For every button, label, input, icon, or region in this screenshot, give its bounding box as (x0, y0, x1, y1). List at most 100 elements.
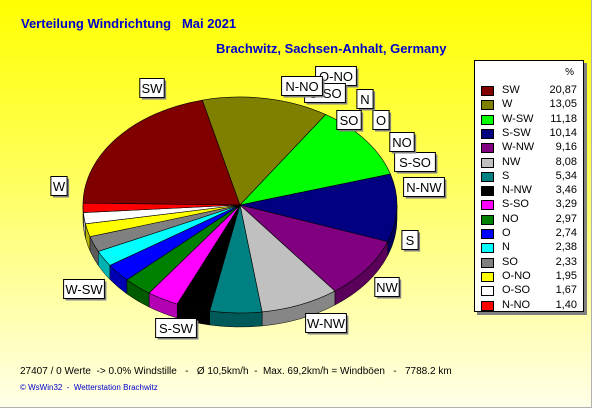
pie-label-s-so: S-SO (394, 152, 438, 174)
legend-value: 1,67 (555, 284, 577, 297)
svg-text:N-NW: N-NW (406, 180, 442, 195)
legend-value: 13,05 (549, 98, 577, 111)
legend-swatch (481, 243, 494, 254)
legend-value: 2,38 (555, 241, 577, 254)
legend-swatch (481, 214, 494, 225)
pie-slice-sw (82, 99, 241, 206)
legend-value: 10,14 (549, 126, 577, 139)
legend-value: 3,46 (555, 184, 577, 197)
pie-label-w: W (50, 176, 70, 198)
pie-label-w-sw: W-SW (63, 279, 107, 301)
legend-value: 11,18 (550, 112, 577, 125)
legend-item-nw: NW 8,08 (481, 156, 581, 170)
legend-value: 3,29 (555, 198, 577, 211)
svg-text:S-SW: S-SW (159, 321, 194, 336)
svg-text:W: W (53, 179, 66, 194)
legend-label: S-SW (502, 126, 531, 139)
pie-label-sw: SW (139, 78, 167, 100)
legend-label: N (502, 241, 510, 254)
svg-text:SO: SO (340, 113, 359, 128)
legend-value: 9,16 (555, 141, 577, 154)
legend-value: 20,87 (549, 84, 577, 96)
pie-slice-w-nw (239, 204, 389, 292)
legend-swatch (481, 157, 494, 168)
chart-title: Verteilung Windrichtung Mai 2021 (21, 16, 237, 31)
legend-swatch (481, 100, 494, 111)
legend-swatch (481, 257, 494, 268)
pie-label-o-no: O-NO (315, 66, 359, 88)
pie-slice-s-sw (239, 173, 398, 243)
pie-label-n-no: N-NO (281, 76, 325, 98)
pie-side-walls (82, 204, 398, 328)
legend-value: 2,33 (555, 255, 577, 268)
svg-text:SW: SW (142, 81, 164, 96)
legend-swatch (481, 200, 494, 211)
chart-subtitle: Brachwitz, Sachsen-Anhalt, Germany (216, 41, 447, 56)
legend-item-o-so: O-SO 1,67 (481, 284, 581, 298)
pie-label-n-nw: N-NW (403, 177, 447, 199)
svg-text:N: N (360, 92, 369, 107)
legend-item-w: W 13,05 (481, 98, 581, 112)
legend-label: N-NO (502, 298, 531, 311)
legend-item-n-nw: N-NW 3,46 (481, 184, 581, 198)
pie-slice-w (201, 96, 327, 206)
legend-label: O-NO (502, 269, 531, 282)
legend-label: S-SO (502, 198, 529, 211)
legend-label: NO (502, 212, 519, 225)
pie-label-nw: NW (374, 277, 402, 299)
legend-item-so: SO 2,33 (481, 256, 581, 270)
legend-label: W-SW (502, 112, 534, 125)
svg-text:O: O (376, 113, 386, 128)
footer-credit: © WsWin32 - Wetterstation Brachwitz (20, 383, 158, 392)
legend-label: O-SO (502, 284, 531, 297)
svg-text:NW: NW (376, 280, 398, 295)
legend-item-sw: SW 20,87 (481, 84, 581, 98)
pie-label-s-sw: S-SW (155, 318, 199, 340)
svg-text:W-SW: W-SW (65, 282, 103, 297)
legend-label: W-NW (502, 141, 535, 154)
pie-label-n: N (356, 89, 376, 111)
legend-item-n: N 2,38 (481, 241, 581, 255)
svg-text:S: S (406, 233, 415, 248)
svg-text:W-NW: W-NW (307, 316, 346, 331)
legend-label: N-NW (502, 184, 532, 197)
pie-slice-w-sw (239, 114, 391, 206)
legend-item-s-sw: S-SW 10,14 (481, 127, 581, 141)
legend: % SW 20,87 W 13,05 W-SW 11,18 S-SW 10,14 W-NW 9,1… (474, 60, 584, 312)
legend-swatch (481, 286, 494, 297)
footer-stats: 27407 / 0 Werte -> 0.0% Windstille - Ø 1… (20, 366, 452, 377)
legend-swatch (481, 300, 494, 311)
legend-label: S (502, 169, 510, 182)
legend-percent-header: % (565, 67, 574, 78)
legend-item-s: S 5,34 (481, 170, 581, 184)
legend-item-w-nw: W-NW 9,16 (481, 141, 581, 155)
legend-value: 1,95 (555, 269, 577, 282)
pie-label-o: O (372, 110, 392, 132)
legend-value: 8,08 (555, 155, 577, 168)
legend-item-o-no: O-NO 1,95 (481, 270, 581, 284)
legend-swatch (481, 229, 494, 239)
legend-item-o: O 2,74 (481, 227, 581, 241)
legend-swatch (481, 86, 494, 96)
pie-side-s (209, 310, 263, 328)
pie-slice-n-no (82, 202, 241, 213)
legend-label: W (502, 98, 513, 111)
pie-label-so: SO (336, 110, 364, 132)
legend-swatch (481, 271, 494, 282)
legend-value: 1,40 (555, 298, 577, 311)
legend-swatch (481, 143, 494, 154)
legend-swatch (481, 128, 494, 139)
svg-text:S-SO: S-SO (399, 155, 431, 170)
legend-item-s-so: S-SO 3,29 (481, 198, 581, 212)
svg-text:O-NO: O-NO (319, 69, 353, 84)
legend-label: SO (502, 255, 518, 268)
legend-label: O (502, 227, 511, 239)
legend-item-w-sw: W-SW 11,18 (481, 113, 581, 127)
legend-swatch (481, 114, 494, 125)
legend-value: 2,97 (555, 212, 577, 225)
pie-label-no: NO (389, 132, 417, 154)
pie-label-w-nw: W-NW (305, 313, 349, 335)
